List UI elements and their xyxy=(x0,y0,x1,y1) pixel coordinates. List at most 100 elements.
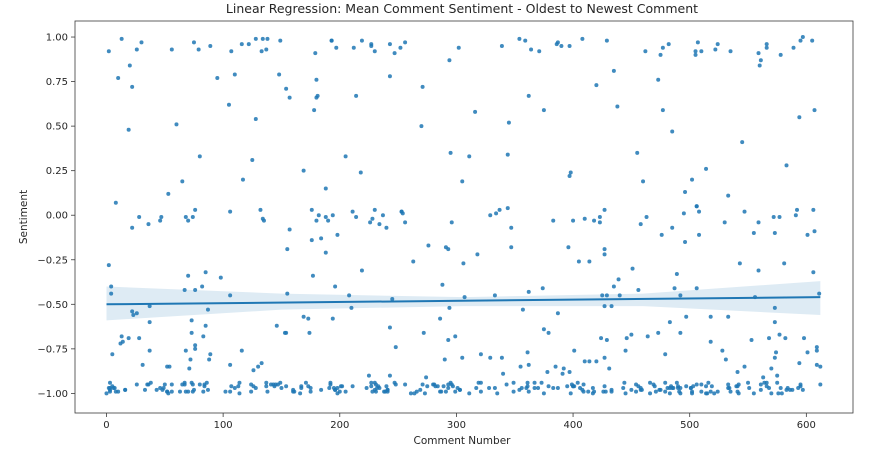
scatter-point xyxy=(201,334,206,339)
scatter-point xyxy=(532,380,537,385)
scatter-point xyxy=(328,380,333,385)
scatter-point xyxy=(316,213,321,218)
regression-line xyxy=(106,296,821,306)
scatter-point xyxy=(467,391,472,396)
scatter-point xyxy=(442,357,447,362)
scatter-point xyxy=(189,330,194,335)
scatter-point xyxy=(223,389,228,394)
scatter-point xyxy=(783,336,788,341)
scatter-point xyxy=(678,391,683,396)
scatter-point xyxy=(147,304,152,309)
scatter-point xyxy=(764,384,769,389)
scatter-point xyxy=(265,36,270,41)
scatter-point xyxy=(658,52,663,57)
scatter-point xyxy=(441,384,446,389)
scatter-point xyxy=(146,222,151,227)
scatter-point xyxy=(287,95,292,100)
scatter-point xyxy=(663,389,668,394)
scatter-point xyxy=(704,384,709,389)
scatter-point xyxy=(202,384,207,389)
scatter-point xyxy=(798,38,803,43)
scatter-point xyxy=(501,371,506,376)
scatter-point xyxy=(191,40,196,45)
scatter-point xyxy=(756,51,761,56)
scatter-point xyxy=(818,364,823,369)
scatter-point xyxy=(797,361,802,366)
scatter-point xyxy=(240,177,245,182)
scatter-point xyxy=(208,352,213,357)
scatter-point xyxy=(377,222,382,227)
scatter-point xyxy=(810,38,815,43)
scatter-point xyxy=(683,239,688,244)
scatter-point xyxy=(670,129,675,134)
scatter-point xyxy=(106,263,111,268)
scatter-point xyxy=(158,218,163,223)
scatter-point xyxy=(546,330,551,335)
scatter-point xyxy=(659,232,664,237)
scatter-point xyxy=(284,86,289,91)
scatter-point xyxy=(189,318,194,323)
scatter-point xyxy=(805,350,810,355)
scatter-point xyxy=(369,380,374,385)
scatter-point xyxy=(364,386,369,391)
scatter-point xyxy=(757,63,762,68)
scatter-point xyxy=(159,215,164,219)
scatter-point xyxy=(629,332,634,337)
scatter-point xyxy=(695,40,700,45)
scatter-point xyxy=(722,220,727,225)
scatter-point xyxy=(134,311,139,316)
scatter-point xyxy=(187,366,192,371)
scatter-point xyxy=(265,389,270,394)
scatter-point xyxy=(672,286,677,291)
scatter-point xyxy=(398,45,403,50)
scatter-point xyxy=(665,386,670,391)
scatter-point xyxy=(568,391,573,396)
scatter-point xyxy=(604,293,609,298)
scatter-point xyxy=(767,336,772,341)
scatter-point xyxy=(758,382,763,387)
scatter-point xyxy=(104,391,109,396)
y-tick-label: −0.75 xyxy=(37,344,68,355)
scatter-point xyxy=(756,268,761,273)
scatter-point xyxy=(448,380,453,385)
scatter-point xyxy=(174,122,179,127)
scatter-point xyxy=(693,52,698,57)
scatter-point xyxy=(553,364,558,369)
scatter-point xyxy=(250,157,255,162)
scatter-point xyxy=(107,380,112,385)
regression-line-layer xyxy=(106,296,821,306)
scatter-point xyxy=(694,286,699,291)
scatter-point xyxy=(505,152,510,157)
scatter-point xyxy=(617,293,622,298)
scatter-point xyxy=(197,154,202,159)
scatter-point xyxy=(602,247,607,252)
scatter-point xyxy=(116,389,121,394)
scatter-point xyxy=(109,284,114,289)
scatter-point xyxy=(474,386,479,391)
scatter-point xyxy=(447,305,452,310)
scatter-point xyxy=(545,370,550,375)
scatter-point xyxy=(190,215,195,219)
scatter-point xyxy=(113,200,118,205)
scatter-point xyxy=(551,218,556,223)
scatter-point xyxy=(800,35,805,40)
scatter-point xyxy=(456,45,461,50)
scatter-point xyxy=(123,387,128,392)
scatter-point xyxy=(777,215,782,219)
scatter-point xyxy=(478,389,483,394)
scatter-point xyxy=(253,36,258,41)
scatter-point xyxy=(706,380,711,385)
scatter-point xyxy=(335,391,340,396)
scatter-point xyxy=(597,215,602,219)
scatter-point xyxy=(746,380,751,385)
scatter-point xyxy=(811,270,816,275)
scatter-point xyxy=(461,261,466,266)
scatter-point xyxy=(708,314,713,319)
scatter-point xyxy=(478,380,483,385)
scatter-point xyxy=(191,387,196,392)
scatter-point xyxy=(636,288,641,293)
scatter-point xyxy=(611,284,616,289)
scatter-point xyxy=(418,387,423,392)
scatter-point xyxy=(616,277,621,282)
scatter-point xyxy=(169,389,174,394)
